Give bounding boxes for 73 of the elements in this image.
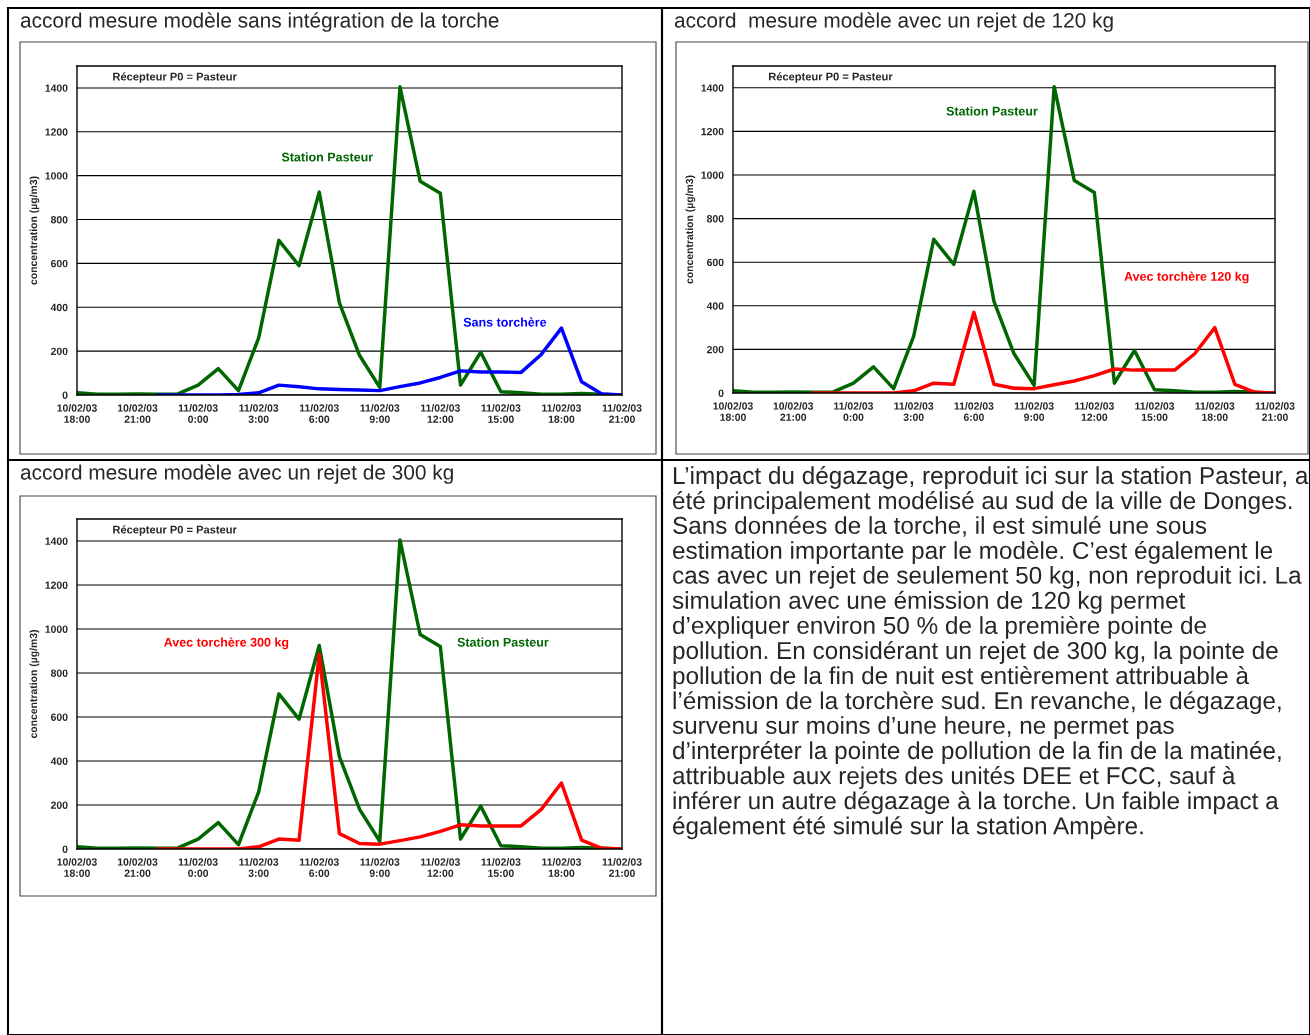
y-tick-label: 1000 <box>701 171 724 179</box>
y-tick-label: 1400 <box>701 84 724 92</box>
series-label: Station Pasteur <box>946 106 1038 116</box>
x-tick-label: 11/02/03 12:00 <box>421 858 460 877</box>
x-tick-label: 11/02/03 12:00 <box>1075 402 1114 421</box>
x-tick-label: 11/02/03 3:00 <box>894 402 934 421</box>
line-series <box>811 310 1275 393</box>
x-tick-label: 11/02/03 15:00 <box>481 858 521 877</box>
text: Avec torchère 120 kg <box>1124 271 1249 284</box>
x-tick-label: 11/02/03 0:00 <box>834 402 874 421</box>
y-tick-label: 400 <box>50 303 68 312</box>
x-tick-label: 11/02/03 21:00 <box>602 404 642 423</box>
x-tick-label: 11/02/03 21:00 <box>602 858 642 877</box>
y-tick-label: 1200 <box>701 127 724 136</box>
y-tick-label: 1200 <box>45 581 68 589</box>
x-tick-label: 10/02/03 21:00 <box>117 858 158 877</box>
text: Avec torchère 300 kg <box>164 637 289 650</box>
line-series <box>156 326 622 395</box>
y-tick-label: 600 <box>706 258 724 267</box>
x-tick-label: 10/02/03 18:00 <box>57 404 97 423</box>
x-tick-label: 11/02/03 0:00 <box>178 404 218 423</box>
y-tick-label: 1200 <box>45 128 68 136</box>
series-label: Station Pasteur <box>281 152 373 162</box>
x-tick-label: 11/02/03 9:00 <box>360 858 400 877</box>
chart-title: accord mesure modèle sans intégration de la torche <box>20 12 499 32</box>
y-tick-label: 800 <box>50 669 68 677</box>
y-tick-label: 400 <box>706 302 724 310</box>
line-series <box>156 652 622 849</box>
y-tick-label: 0 <box>62 391 68 399</box>
x-tick-label: 11/02/03 18:00 <box>542 404 582 423</box>
x-tick-label: 11/02/03 15:00 <box>481 404 521 423</box>
y-tick-label: 200 <box>50 347 68 356</box>
y-tick-label: 0 <box>718 389 724 397</box>
y-tick-label: 1000 <box>45 625 68 633</box>
x-tick-label: 11/02/03 21:00 <box>1255 402 1295 421</box>
x-tick-label: 11/02/03 6:00 <box>299 404 339 423</box>
series-label: Station Pasteur <box>457 637 549 647</box>
y-tick-label: 0 <box>62 845 68 853</box>
y-tick-label: 200 <box>706 345 724 354</box>
x-tick-label: 10/02/03 21:00 <box>117 404 158 423</box>
chart-title: accord mesure modèle avec un rejet de 300 kg <box>20 464 453 484</box>
y-tick-label: 600 <box>50 713 68 721</box>
y-axis-title: concentration (µg/m3) <box>29 176 40 285</box>
y-axis-title: concentration (µg/m3) <box>29 630 40 739</box>
x-tick-label: 11/02/03 6:00 <box>954 402 994 421</box>
x-tick-label: 11/02/03 9:00 <box>1014 402 1054 421</box>
x-tick-label: 11/02/03 18:00 <box>542 858 582 877</box>
x-tick-label: 11/02/03 15:00 <box>1135 402 1175 421</box>
x-tick-label: 11/02/03 3:00 <box>239 858 279 877</box>
annotation: Récepteur P0 = Pasteur <box>113 72 237 83</box>
y-tick-label: 200 <box>50 801 68 809</box>
y-axis-title: concentration (µg/m3) <box>685 175 696 284</box>
text: L’impact du dégazage, reproduit ici sur la station Pasteur, a été principalement modélisé au sud de la ville de Donges. Sans données de la torche, il est simulé une sous estimation importante par le modèle. C’est également le cas avec un rejet de seulement 50 kg, non reproduit ici. La simulation avec une émission de 120 kg permet d’expliquer environ 50 % de la première pointe de pollution. En considérant un rejet de 300 kg, la pointe de pollution de la fin de nuit est entièrement attribuable à l’émission de la torchère sud. En revanche, le dégazage, survenu sur moins d’une heure, ne permet pas d’interpréter la pointe de pollution de la fin de la matinée, attribuable aux rejets des unités DEE et FCC, sauf à inférer un autre dégazage à la torche. Un faible impact a également été simulé sur la station Ampère. <box>672 466 1309 840</box>
x-tick-label: 11/02/03 3:00 <box>239 404 279 423</box>
x-tick-label: 10/02/03 18:00 <box>713 402 753 421</box>
x-tick-label: 10/02/03 21:00 <box>773 402 814 421</box>
series-label: Sans torchère <box>463 317 547 327</box>
x-tick-label: 11/02/03 0:00 <box>178 858 218 877</box>
y-tick-label: 1400 <box>45 84 68 92</box>
y-tick-label: 1000 <box>45 172 68 180</box>
x-tick-label: 11/02/03 12:00 <box>421 404 460 423</box>
x-tick-label: 10/02/03 18:00 <box>57 858 97 877</box>
x-tick-label: 11/02/03 9:00 <box>360 404 400 423</box>
y-tick-label: 600 <box>50 259 68 268</box>
x-tick-label: 11/02/03 18:00 <box>1195 402 1235 421</box>
y-tick-label: 800 <box>706 215 724 223</box>
y-tick-label: 800 <box>50 216 68 224</box>
x-tick-label: 11/02/03 6:00 <box>299 858 339 877</box>
y-tick-label: 1400 <box>45 537 68 545</box>
annotation: Récepteur P0 = Pasteur <box>113 525 237 536</box>
chart-title: accord mesure modèle avec un rejet de 120 kg <box>674 12 1113 32</box>
annotation: Récepteur P0 = Pasteur <box>768 72 893 83</box>
y-tick-label: 400 <box>50 757 68 765</box>
